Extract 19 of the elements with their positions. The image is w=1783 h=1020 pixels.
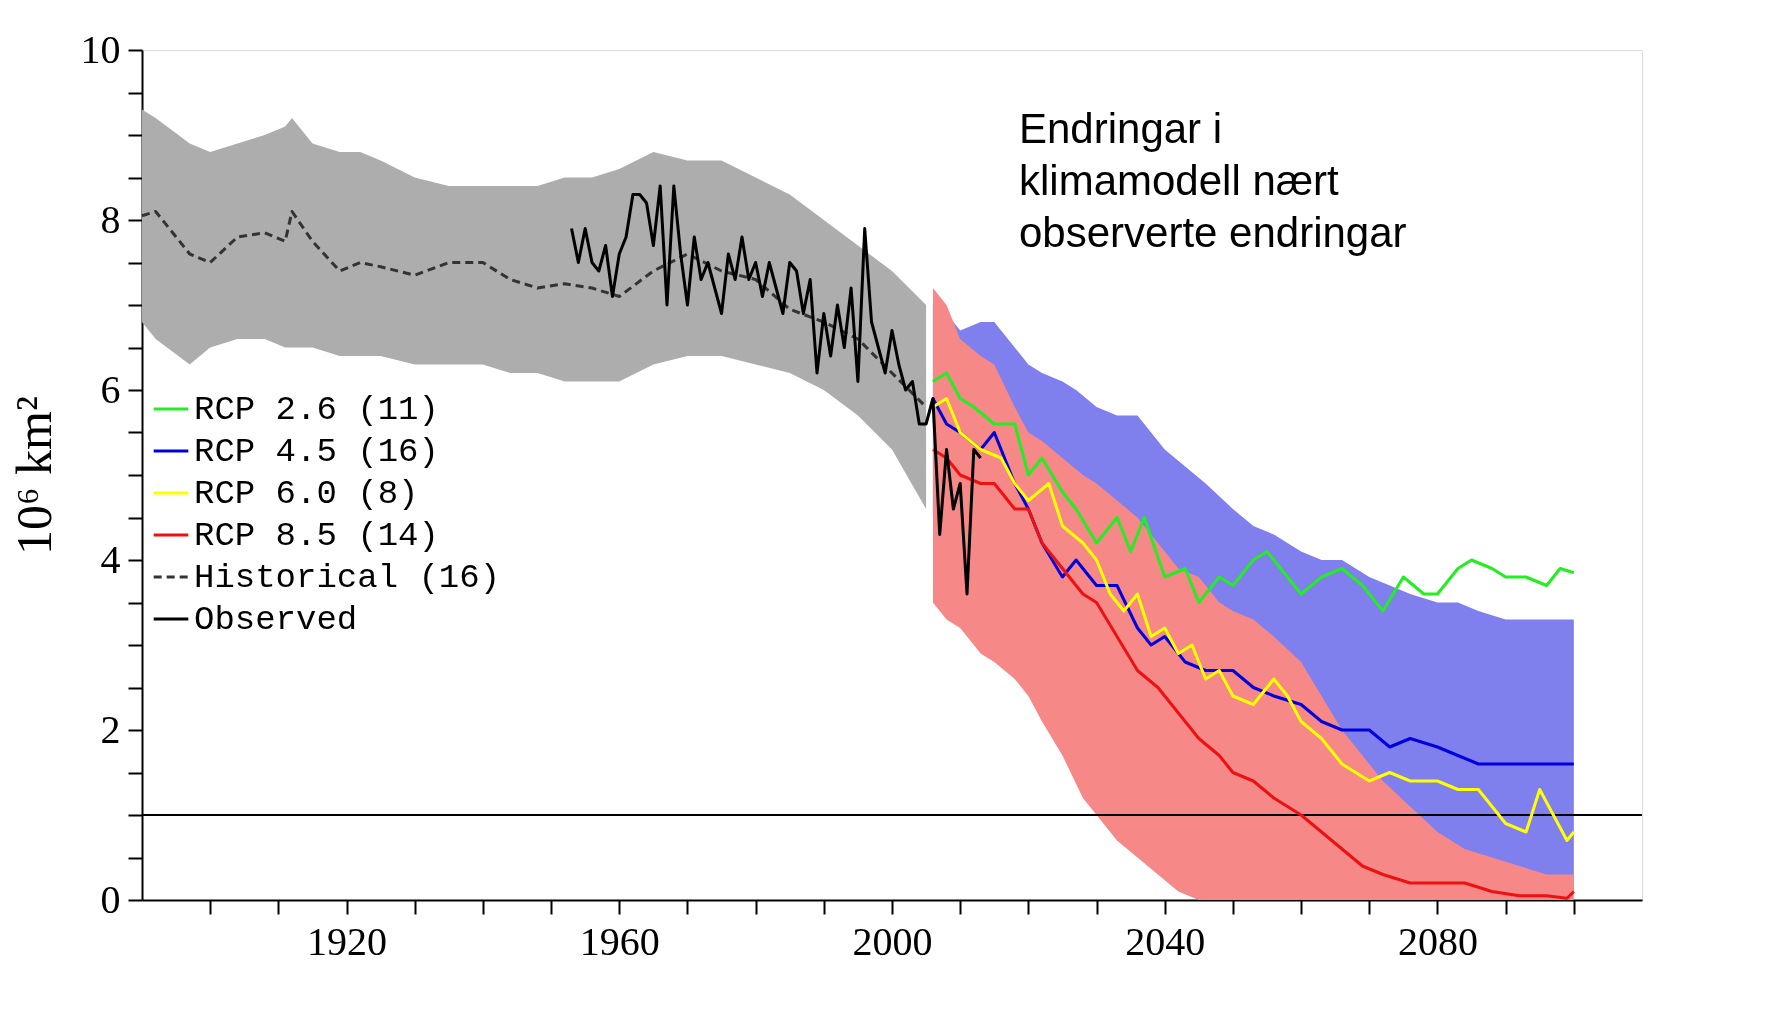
x-tick-label: 1960 bbox=[579, 918, 660, 964]
x-tick-label: 2040 bbox=[1125, 918, 1206, 964]
legend-label: RCP 6.0 (8) bbox=[194, 475, 419, 513]
y-tick-label: 8 bbox=[100, 196, 121, 242]
y-tick-label: 0 bbox=[100, 876, 121, 922]
legend-label: Observed bbox=[194, 601, 358, 639]
legend-label: Historical (16) bbox=[194, 559, 501, 597]
annotation: Endringar i klimamodell nært observerte endringar bbox=[1019, 105, 1407, 256]
y-tick-label: 6 bbox=[100, 366, 121, 412]
y-tick-label: 10 bbox=[80, 26, 121, 72]
legend-label: RCP 2.6 (11) bbox=[194, 391, 439, 429]
y-axis-title: 10⁶ km² bbox=[5, 396, 62, 555]
y-tick-label: 2 bbox=[100, 706, 121, 752]
x-tick-label: 2080 bbox=[1397, 918, 1478, 964]
y-tick-label: 4 bbox=[100, 536, 121, 582]
legend-label: RCP 8.5 (14) bbox=[194, 517, 439, 555]
legend-label: RCP 4.5 (16) bbox=[194, 433, 439, 471]
x-tick-label: 1920 bbox=[307, 918, 388, 964]
x-tick-label: 2000 bbox=[852, 918, 933, 964]
